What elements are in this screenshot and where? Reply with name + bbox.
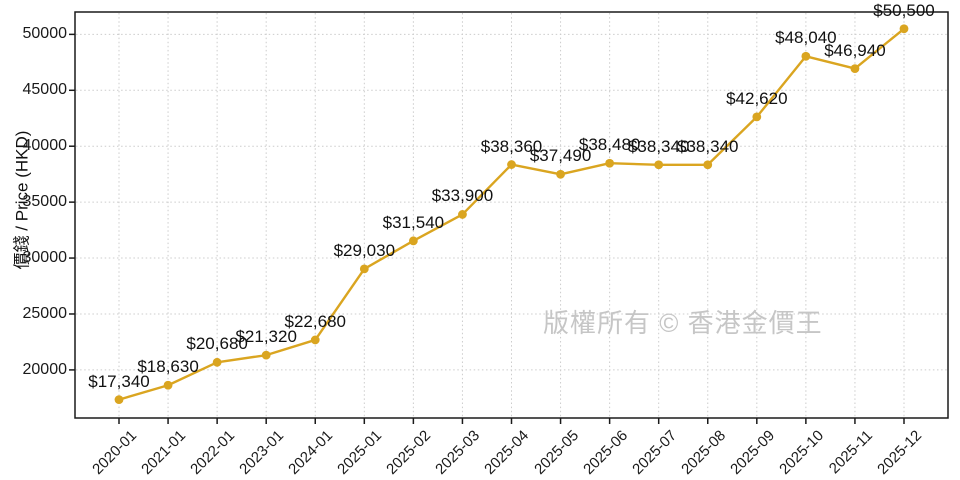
data-point-marker xyxy=(752,112,762,122)
data-point-label: $20,680 xyxy=(186,334,248,354)
data-point-marker xyxy=(703,160,713,170)
data-point-marker xyxy=(899,24,909,34)
plot-border xyxy=(74,11,949,419)
data-point-marker xyxy=(212,357,222,367)
data-point-label: $50,500 xyxy=(873,0,935,20)
data-point-label: $46,940 xyxy=(824,40,886,60)
data-point-marker xyxy=(458,210,467,219)
watermark-text: 版權所有 © 香港金價王 xyxy=(543,308,823,338)
data-point-label: $21,320 xyxy=(235,327,297,347)
data-point-marker xyxy=(556,169,565,179)
data-point-marker xyxy=(261,350,271,360)
data-point-label: $17,340 xyxy=(88,371,150,391)
data-point-label: $29,030 xyxy=(333,240,396,260)
data-point-marker xyxy=(654,160,664,170)
y-tick-label: 45000 xyxy=(22,81,68,99)
data-point-label: $22,680 xyxy=(284,311,346,331)
data-point-label: $48,040 xyxy=(775,28,837,48)
data-point-label: $18,630 xyxy=(137,357,199,377)
data-point-label: $38,360 xyxy=(480,136,543,156)
data-point-label: $38,340 xyxy=(677,136,739,156)
y-tick-label: 40000 xyxy=(22,137,68,155)
data-point-marker xyxy=(310,335,320,345)
y-tick-label: 50000 xyxy=(22,25,68,43)
data-point-marker xyxy=(605,158,615,168)
data-point-label: $38,480 xyxy=(578,135,641,155)
data-point-label: $37,490 xyxy=(529,146,592,166)
data-point-label: $42,620 xyxy=(726,88,788,108)
data-point-label: $31,540 xyxy=(382,212,445,232)
data-point-marker xyxy=(801,51,811,61)
y-tick-label: 30000 xyxy=(22,249,68,267)
data-point-marker xyxy=(163,380,173,390)
y-tick-label: 20000 xyxy=(22,360,68,378)
data-point-marker xyxy=(507,160,516,169)
y-tick-label: 25000 xyxy=(22,304,68,322)
data-point-label: $38,340 xyxy=(627,136,690,156)
data-point-marker xyxy=(408,236,418,246)
data-point-label: $33,900 xyxy=(431,186,494,206)
data-point-marker xyxy=(850,64,860,73)
y-tick-label: 35000 xyxy=(22,193,68,211)
data-point-marker xyxy=(359,264,369,274)
data-point-marker xyxy=(114,395,124,405)
